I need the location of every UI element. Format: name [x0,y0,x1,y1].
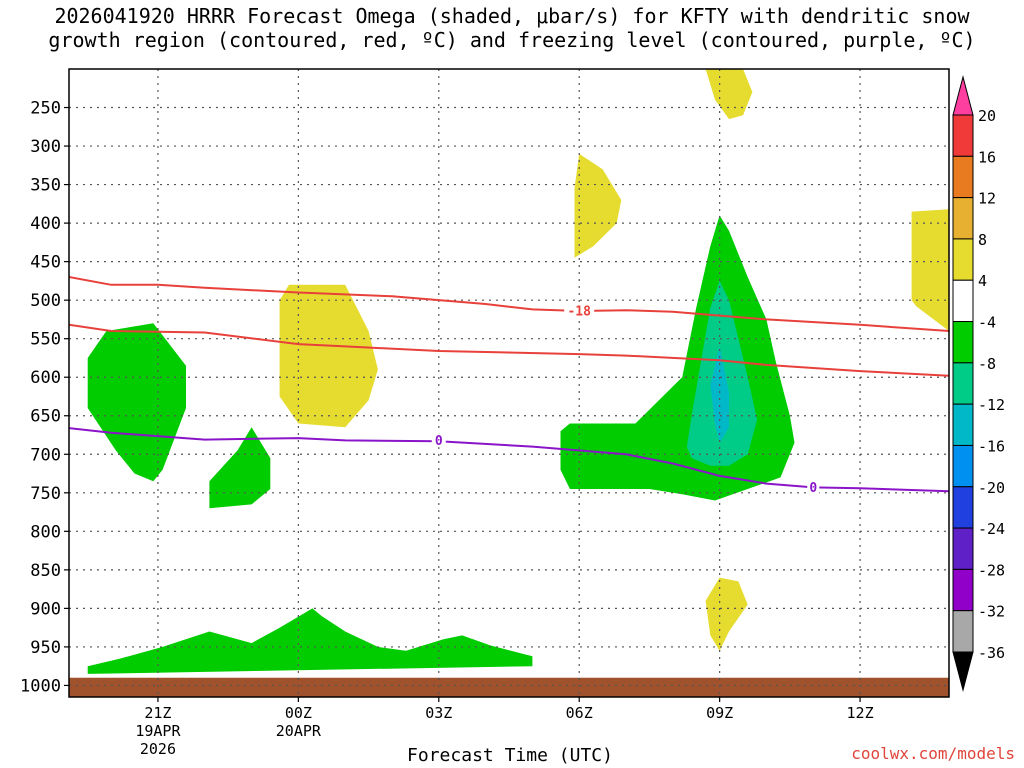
y-tick-label-500: 500 [30,291,61,311]
colorbar-label-11: -28 [978,561,1005,579]
watermark: coolwx.com/models [851,744,1015,763]
x-tick-label-21Z: 21Z [144,704,171,722]
colorbar-box-10 [952,527,974,570]
plot-frame [68,68,950,698]
x-tick-year-21Z: 2026 [140,740,176,758]
y-tick-label-350: 350 [30,176,61,196]
title-line-1: 2026041920 HRRR Forecast Omega (shaded, … [54,4,970,28]
colorbar-label-7: -12 [978,396,1005,414]
y-tick-label-550: 550 [30,330,61,350]
y-tick-label-400: 400 [30,214,61,234]
contour-line-0 [69,276,949,332]
y-tick-label-250: 250 [30,99,61,119]
colorbar-bottom-arrow [952,651,974,692]
y-tick-label-900: 900 [30,599,61,619]
omega-region-4 [705,577,748,651]
contour-label-2: 0 [435,434,443,449]
contour-label-bg-1 [564,303,595,318]
ground-fill [69,677,949,697]
colorbar-box-5 [952,321,974,364]
omega-region-6 [209,427,271,509]
x-axis-label: Forecast Time (UTC) [407,745,613,766]
colorbar-label-8: -16 [978,437,1005,455]
chart-title: 2026041920 HRRR Forecast Omega (shaded, … [0,4,1024,52]
x-tick-label-00Z: 00Z [285,704,312,722]
y-tick-label-950: 950 [30,638,61,658]
y-tick-label-750: 750 [30,484,61,504]
colorbar-box-7 [952,403,974,446]
y-tick-label-650: 650 [30,407,61,427]
colorbar-box-2 [952,197,974,240]
colorbar-box-6 [952,362,974,405]
contour-label-1: -18 [567,305,591,320]
y-tick-label-450: 450 [30,253,61,273]
x-tick-label-06Z: 06Z [566,704,593,722]
omega-region-3 [279,284,378,428]
contour-line-2 [69,427,949,493]
x-tick-label-12Z: 12Z [847,704,874,722]
colorbar-box-0 [952,114,974,157]
colorbar-box-4 [952,279,974,323]
colorbar-box-3 [952,238,974,281]
omega-region-5 [87,323,186,482]
colorbar-label-5: -4 [978,314,996,332]
y-tick-label-300: 300 [30,137,61,157]
omega-region-0 [705,69,753,120]
omega-region-10 [710,346,729,443]
x-tick-label-09Z: 09Z [706,704,733,722]
omega-region-7 [87,608,533,674]
colorbar-box-11 [952,568,974,612]
y-tick-label-700: 700 [30,445,61,465]
colorbar-box-8 [952,444,974,488]
contour-line-1 [69,323,949,377]
colorbar-label-0: 20 [978,107,996,125]
extra-contour-label-bg-0 [807,480,820,495]
x-tick-date-00Z: 20APR [276,722,322,740]
title-line-2: growth region (contoured, red, ºC) and f… [48,28,976,52]
colorbar-label-4: 4 [978,272,987,290]
colorbar-box-9 [952,486,974,529]
contour-label-bg-2 [431,433,446,448]
colorbar-label-9: -20 [978,479,1005,497]
extra-contour-label-0: 0 [809,481,817,496]
colorbar-label-2: 12 [978,190,996,208]
colorbar-label-1: 16 [978,148,996,166]
omega-region-2 [911,209,949,331]
colorbar-box-12 [952,610,974,653]
omega-region-1 [574,153,622,258]
y-tick-label-800: 800 [30,522,61,542]
colorbar-label-10: -24 [978,520,1005,538]
colorbar-box-1 [952,155,974,199]
colorbar-label-3: 8 [978,231,987,249]
y-tick-label-600: 600 [30,368,61,388]
y-tick-label-850: 850 [30,561,61,581]
colorbar-label-12: -32 [978,603,1005,621]
y-tick-label-1000: 1000 [20,676,61,696]
x-tick-date-21Z: 19APR [135,722,181,740]
x-tick-label-03Z: 03Z [425,704,452,722]
colorbar-label-13: -36 [978,644,1005,662]
colorbar-top-arrow [952,75,974,116]
colorbar-label-6: -8 [978,355,996,373]
